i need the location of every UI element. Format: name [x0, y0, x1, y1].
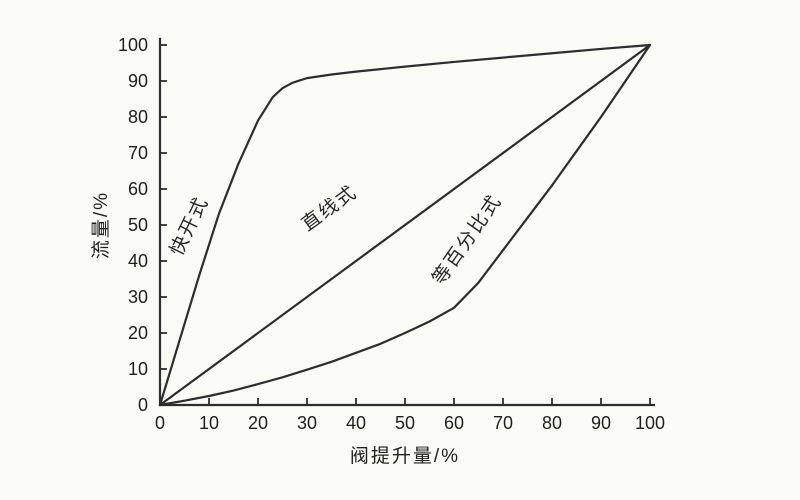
y-tick-label: 30: [128, 287, 148, 307]
x-tick-label: 10: [199, 413, 219, 433]
y-axis-title: 流量/%: [90, 191, 112, 259]
y-tick-label: 40: [128, 251, 148, 271]
x-tick-label: 80: [542, 413, 562, 433]
y-tick-label: 70: [128, 143, 148, 163]
y-tick-label: 90: [128, 71, 148, 91]
y-tick-label: 10: [128, 359, 148, 379]
curve-快开式: [158, 43, 652, 407]
x-tick-label: 20: [248, 413, 268, 433]
x-tick-label: 40: [346, 413, 366, 433]
y-tick-label: 50: [128, 215, 148, 235]
plot-layer: 0 10 20 30 40 50 60 70 80 90 100 0 10 20 30 40 50 60 70 80 9…: [118, 35, 665, 433]
y-tick-label: 60: [128, 179, 148, 199]
x-tick-label: 0: [155, 413, 165, 433]
curve-label: 等百分比式: [428, 190, 506, 289]
curve-等百分比式: [158, 43, 652, 407]
curve-label: 直线式: [297, 181, 361, 236]
y-tick-label: 80: [128, 107, 148, 127]
y-tick-label: 0: [138, 395, 148, 415]
x-tick-label: 100: [635, 413, 665, 433]
x-tick-label: 50: [395, 413, 415, 433]
x-tick-label: 90: [591, 413, 611, 433]
curve-label: 快开式: [166, 193, 213, 259]
x-tick-label: 30: [297, 413, 317, 433]
x-tick-label: 70: [493, 413, 513, 433]
x-axis-title: 阀提升量/%: [350, 445, 460, 467]
x-tick-label: 60: [444, 413, 464, 433]
y-tick-label: 20: [128, 323, 148, 343]
curve-直线式: [158, 43, 652, 407]
y-tick-label: 100: [118, 35, 148, 55]
